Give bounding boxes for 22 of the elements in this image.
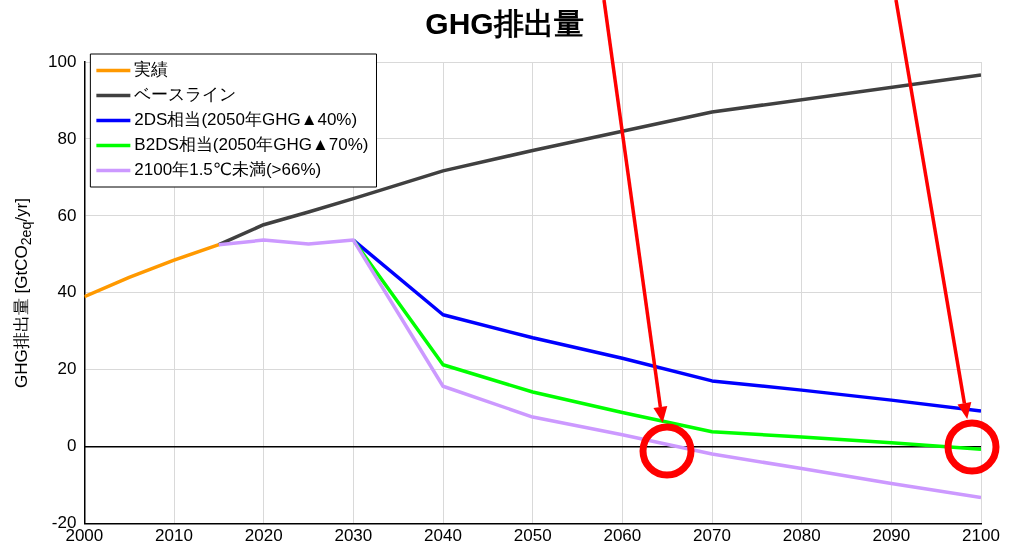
legend-label: 2DS相当(2050年GHG▲40%)	[134, 110, 358, 130]
y-tick-label: 60	[57, 205, 77, 225]
x-tick-label: 2050	[513, 526, 552, 546]
y-tick-label: 0	[66, 436, 77, 456]
chart-title: GHG排出量	[424, 6, 585, 42]
y-tick-label: 80	[57, 128, 77, 148]
legend-label: 2100年1.5℃未満(>66%)	[134, 160, 322, 180]
x-tick-label: 2030	[334, 526, 373, 546]
x-tick-label: 2060	[603, 526, 642, 546]
y-tick-label: 100	[47, 51, 77, 71]
legend-label: ベースライン	[134, 85, 237, 105]
legend-label: 実績	[134, 60, 169, 80]
x-tick-label: 2090	[872, 526, 911, 546]
x-tick-label: 2070	[693, 526, 731, 546]
x-tick-label: 2100	[962, 526, 1000, 546]
y-tick-label: 20	[57, 359, 77, 379]
legend-label: B2DS相当(2050年GHG▲70%)	[134, 135, 369, 155]
x-tick-label: 2020	[244, 526, 283, 546]
y-tick-label: 40	[57, 282, 77, 302]
x-tick-label: 2080	[782, 526, 821, 546]
x-tick-label: 2040	[424, 526, 462, 546]
x-tick-label: 2010	[155, 526, 193, 546]
